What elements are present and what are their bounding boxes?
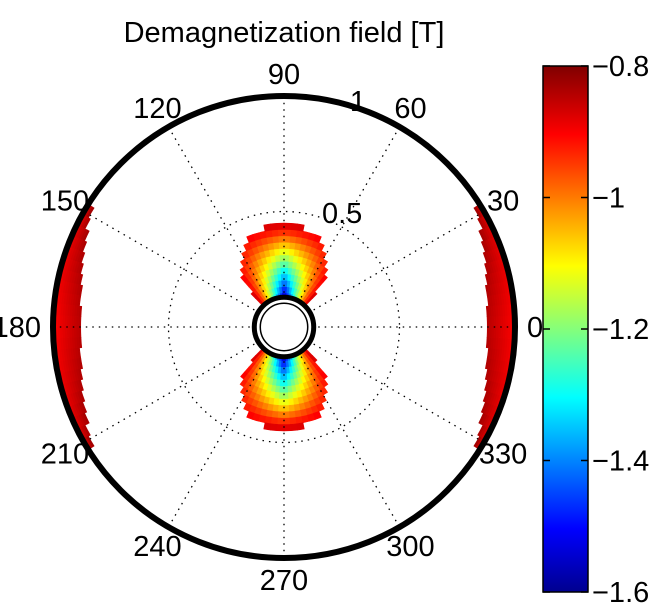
angular-grid-line	[83, 340, 261, 444]
field-cell	[289, 229, 298, 237]
angular-grid-line	[167, 350, 271, 528]
field-cell	[275, 385, 281, 394]
field-cell	[277, 417, 285, 425]
field-cell	[278, 241, 285, 249]
angular-grid-line	[307, 340, 485, 444]
field-cell	[283, 254, 290, 262]
field-cell	[270, 417, 279, 425]
field-cell	[288, 248, 295, 256]
field-cell	[273, 398, 280, 406]
radial-grid-circle	[167, 210, 401, 444]
angle-label-0: 0	[527, 312, 543, 344]
field-cell	[296, 223, 305, 232]
field-cell	[283, 222, 292, 230]
field-cell	[283, 424, 292, 432]
angle-label-60: 60	[394, 93, 426, 125]
field-cell	[277, 229, 285, 237]
colorbar-tick-label: −1.6	[592, 577, 649, 608]
field-cell	[246, 234, 256, 244]
angular-grid-line	[167, 126, 271, 304]
angular-grid-line	[83, 210, 261, 314]
field-cell	[289, 235, 297, 244]
field-cell	[283, 392, 290, 400]
field-cell	[278, 392, 285, 400]
field-cell	[278, 248, 285, 256]
field-cell	[318, 394, 327, 404]
colorbar-tick-label: −1.4	[592, 446, 649, 478]
angle-label-180: 180	[0, 312, 41, 344]
field-cell	[276, 222, 285, 230]
inner-hole	[251, 294, 317, 360]
colorbar-tick-label: −1	[592, 183, 625, 215]
field-cell	[277, 411, 285, 419]
field-cell	[270, 222, 278, 231]
field-cell	[263, 223, 272, 232]
angular-grid-line	[297, 126, 401, 304]
field-cell	[239, 266, 248, 276]
field-cell	[290, 222, 298, 231]
field-cell	[320, 378, 329, 388]
field-cell	[278, 398, 285, 406]
angular-grid-line	[307, 210, 485, 314]
angle-label-120: 120	[133, 93, 181, 125]
field-cell	[310, 355, 318, 363]
angle-label-210: 210	[41, 439, 89, 471]
field-cell	[283, 248, 290, 256]
angle-label-270: 270	[260, 565, 308, 597]
field-cell	[283, 405, 290, 413]
field-cell	[278, 405, 285, 413]
colorbar-tick-label: −0.8	[592, 51, 649, 83]
field-cell	[272, 404, 280, 413]
field-cell	[288, 241, 296, 250]
field-cell	[239, 258, 249, 268]
region-top-lobe	[239, 222, 329, 308]
field-cell	[283, 235, 291, 243]
radial-label: 1	[350, 86, 366, 118]
radial-label: 0.5	[322, 198, 362, 230]
field-cell	[290, 423, 298, 432]
field-cell	[312, 410, 322, 420]
region-left-lobe	[52, 194, 98, 460]
field-cell	[296, 422, 305, 431]
field-cell	[263, 422, 272, 431]
angular-grid-line	[297, 350, 401, 528]
angle-label-240: 240	[133, 531, 181, 563]
field-cell	[283, 229, 291, 237]
field-cell	[319, 386, 329, 396]
field-cell	[278, 254, 285, 262]
plot-area: 0 30 60 90 120 150 180 210 240 270 300 330 0.5 1	[0, 59, 543, 597]
field-cell	[274, 391, 281, 400]
field-cell	[287, 260, 293, 269]
angle-label-300: 300	[386, 531, 434, 563]
field-cell	[241, 250, 250, 260]
field-cell	[271, 410, 279, 419]
inner-hole-rim	[259, 302, 309, 352]
field-cell	[243, 242, 252, 252]
field-cell	[283, 398, 290, 406]
region-bottom-lobe	[239, 346, 329, 432]
angle-label-330: 330	[479, 439, 527, 471]
field-cell	[316, 402, 325, 412]
outer-ring	[50, 93, 518, 561]
colorbar-tick-label: −1.2	[592, 314, 649, 346]
field-cell	[270, 229, 279, 237]
field-cell	[240, 274, 249, 283]
field-cell	[283, 417, 291, 425]
field-cell	[289, 417, 298, 425]
field-cell	[250, 291, 258, 299]
field-cell	[270, 423, 278, 432]
angle-label-150: 150	[41, 186, 89, 218]
field-cell	[277, 235, 285, 243]
chart-title: Demagnetization field [T]	[124, 17, 445, 49]
field-cell	[319, 371, 328, 380]
angle-label-90: 90	[268, 59, 300, 91]
field-cell	[287, 254, 294, 263]
field-cell	[276, 424, 285, 432]
field-cell	[283, 241, 290, 249]
field-cell	[283, 411, 291, 419]
colorbar: −0.8 −1 −1.2 −1.4 −1.6	[542, 51, 649, 608]
angle-label-30: 30	[487, 186, 519, 218]
